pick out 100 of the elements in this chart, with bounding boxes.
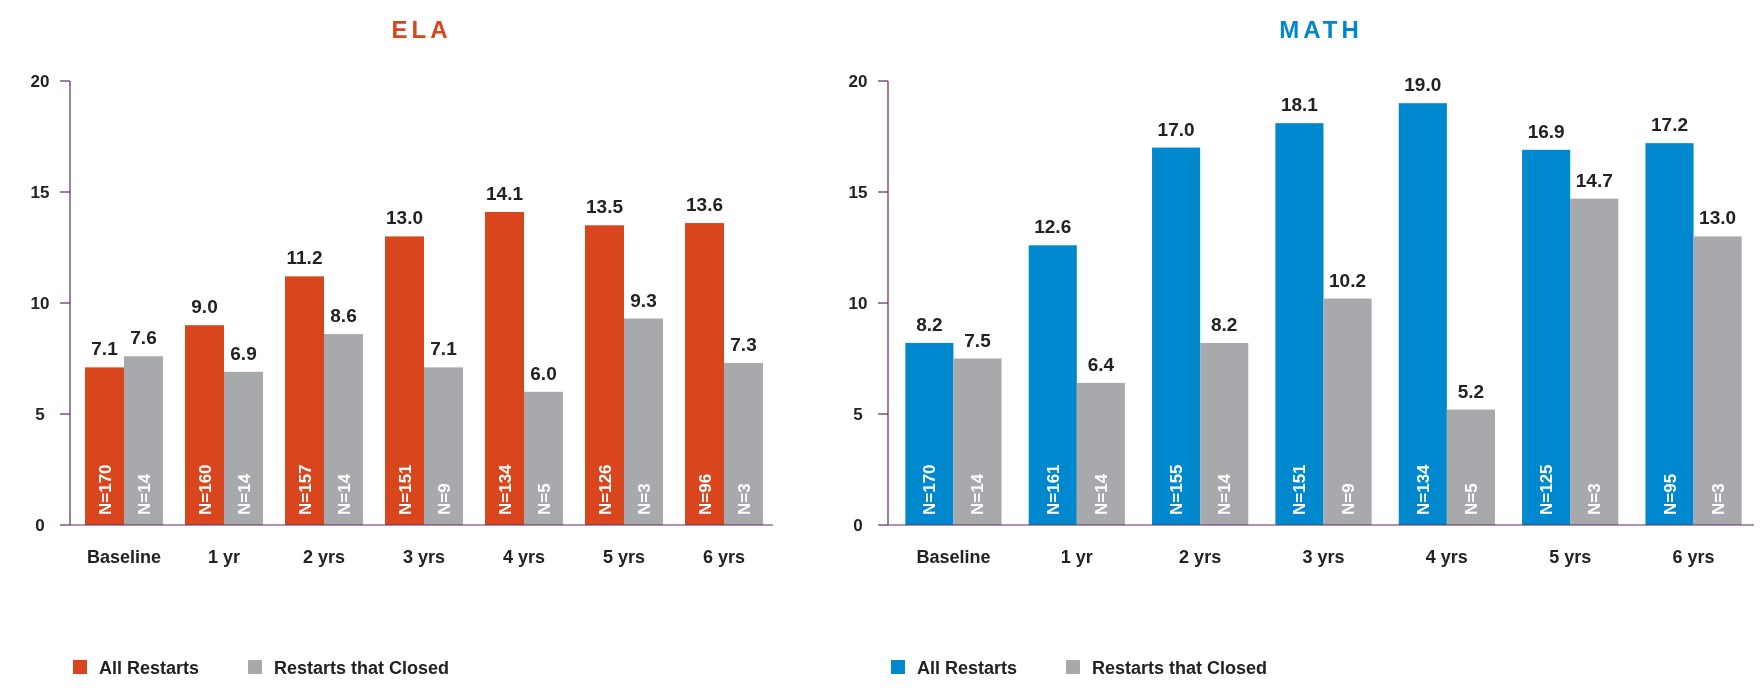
annotation: N=14 [234,473,254,515]
annotation: N=14 [1091,473,1111,515]
x-tick-label: 5 yrs [602,547,646,567]
annotation: N=5 [534,483,554,515]
data-label: 10.2 [1329,269,1367,291]
y-tick-label: 20 [30,72,50,91]
bar [585,225,624,525]
annotation: N=5 [1461,483,1481,515]
x-tick-label: 1 yr [1060,547,1093,567]
data-label: 8.2 [1210,313,1238,335]
data-label: 7.6 [130,327,157,349]
annotation: N=9 [1338,483,1358,515]
annotation: N=151 [395,464,415,515]
bar [1200,342,1249,525]
legend-label: Restarts that Closed [274,658,450,678]
chart-title: MATH [1279,16,1363,43]
x-tick-label: Baseline [86,547,162,567]
annotation: N=14 [334,473,354,515]
bar [285,276,324,525]
bar [1323,298,1372,525]
annotation: N=3 [1708,483,1728,515]
bar [124,356,163,525]
data-label: 9.0 [191,296,218,318]
x-tick-label: Baseline [916,547,991,567]
data-label: 8.6 [330,305,357,327]
y-tick-label: 15 [30,183,50,202]
bar [385,236,424,525]
bar [953,358,1002,525]
annotation: N=134 [1413,463,1433,515]
annotation: N=3 [734,483,754,515]
x-tick-label: 5 yrs [1549,547,1592,567]
y-tick-label: 5 [853,405,863,424]
x-tick-label: 2 yrs [302,547,346,567]
annotation: N=14 [134,473,154,515]
legend-label: All Restarts [99,658,200,678]
y-tick-label: 5 [35,405,45,424]
bar [905,342,954,525]
annotation: N=95 [1660,473,1680,515]
x-tick-label: 4 yrs [1425,547,1468,567]
data-label: 14.1 [486,182,524,204]
y-tick-label: 10 [848,294,868,313]
bar [324,334,363,525]
data-label: 13.5 [586,196,624,218]
legend-label: Restarts that Closed [1092,658,1268,678]
annotation: N=14 [968,473,988,515]
x-tick-label: 3 yrs [1302,547,1345,567]
data-label: 7.1 [91,338,119,360]
bar [1522,149,1571,525]
data-label: 18.1 [1280,94,1319,116]
y-tick-label: 0 [853,516,863,535]
x-tick-label: 2 yrs [1179,547,1222,567]
annotation: N=14 [1215,473,1235,515]
data-label: 6.4 [1087,353,1115,375]
y-tick-label: 10 [30,294,50,313]
data-label: 13.0 [386,207,423,229]
bar [85,367,124,525]
annotation: N=155 [1167,464,1187,515]
data-label: 5.2 [1457,380,1485,402]
bar [1398,103,1447,525]
annotation: N=151 [1290,464,1310,515]
chart-title: ELA [391,16,452,43]
data-label: 8.2 [916,313,943,335]
legend-label: All Restarts [917,658,1018,678]
annotation: N=170 [920,464,940,515]
annotation: N=134 [495,463,515,515]
data-label: 7.1 [430,338,458,360]
data-label: 7.3 [730,333,757,355]
data-label: 7.5 [964,329,992,351]
bar [1152,147,1201,525]
bar [1275,123,1324,525]
y-tick-label: 15 [848,183,868,202]
x-tick-label: 6 yrs [702,547,746,567]
x-tick-label: 6 yrs [1672,547,1715,567]
data-label: 12.6 [1034,216,1072,238]
data-label: 17.0 [1157,118,1195,140]
annotation: N=3 [1585,483,1605,515]
annotation: N=160 [195,464,215,515]
x-tick-label: 3 yrs [402,547,446,567]
x-tick-label: 4 yrs [502,547,546,567]
bar [1446,409,1495,525]
bar [1028,245,1077,525]
data-label: 9.3 [630,289,657,311]
annotation: N=157 [295,464,315,515]
bar [1570,198,1619,525]
bar [1076,382,1125,525]
annotation: N=9 [434,483,454,515]
annotation: N=126 [595,464,615,515]
bar [185,325,224,525]
bar [424,367,463,525]
data-label: 16.9 [1527,120,1565,142]
bar [685,223,724,525]
data-label: 14.7 [1575,169,1613,191]
data-label: 13.6 [686,194,723,216]
x-tick-label: 1 yr [207,547,241,567]
annotation: N=96 [695,473,715,515]
annotation: N=125 [1537,464,1557,515]
annotation: N=3 [634,483,654,515]
bar [1645,143,1694,525]
data-label: 19.0 [1404,74,1442,96]
data-label: 6.9 [230,342,257,364]
